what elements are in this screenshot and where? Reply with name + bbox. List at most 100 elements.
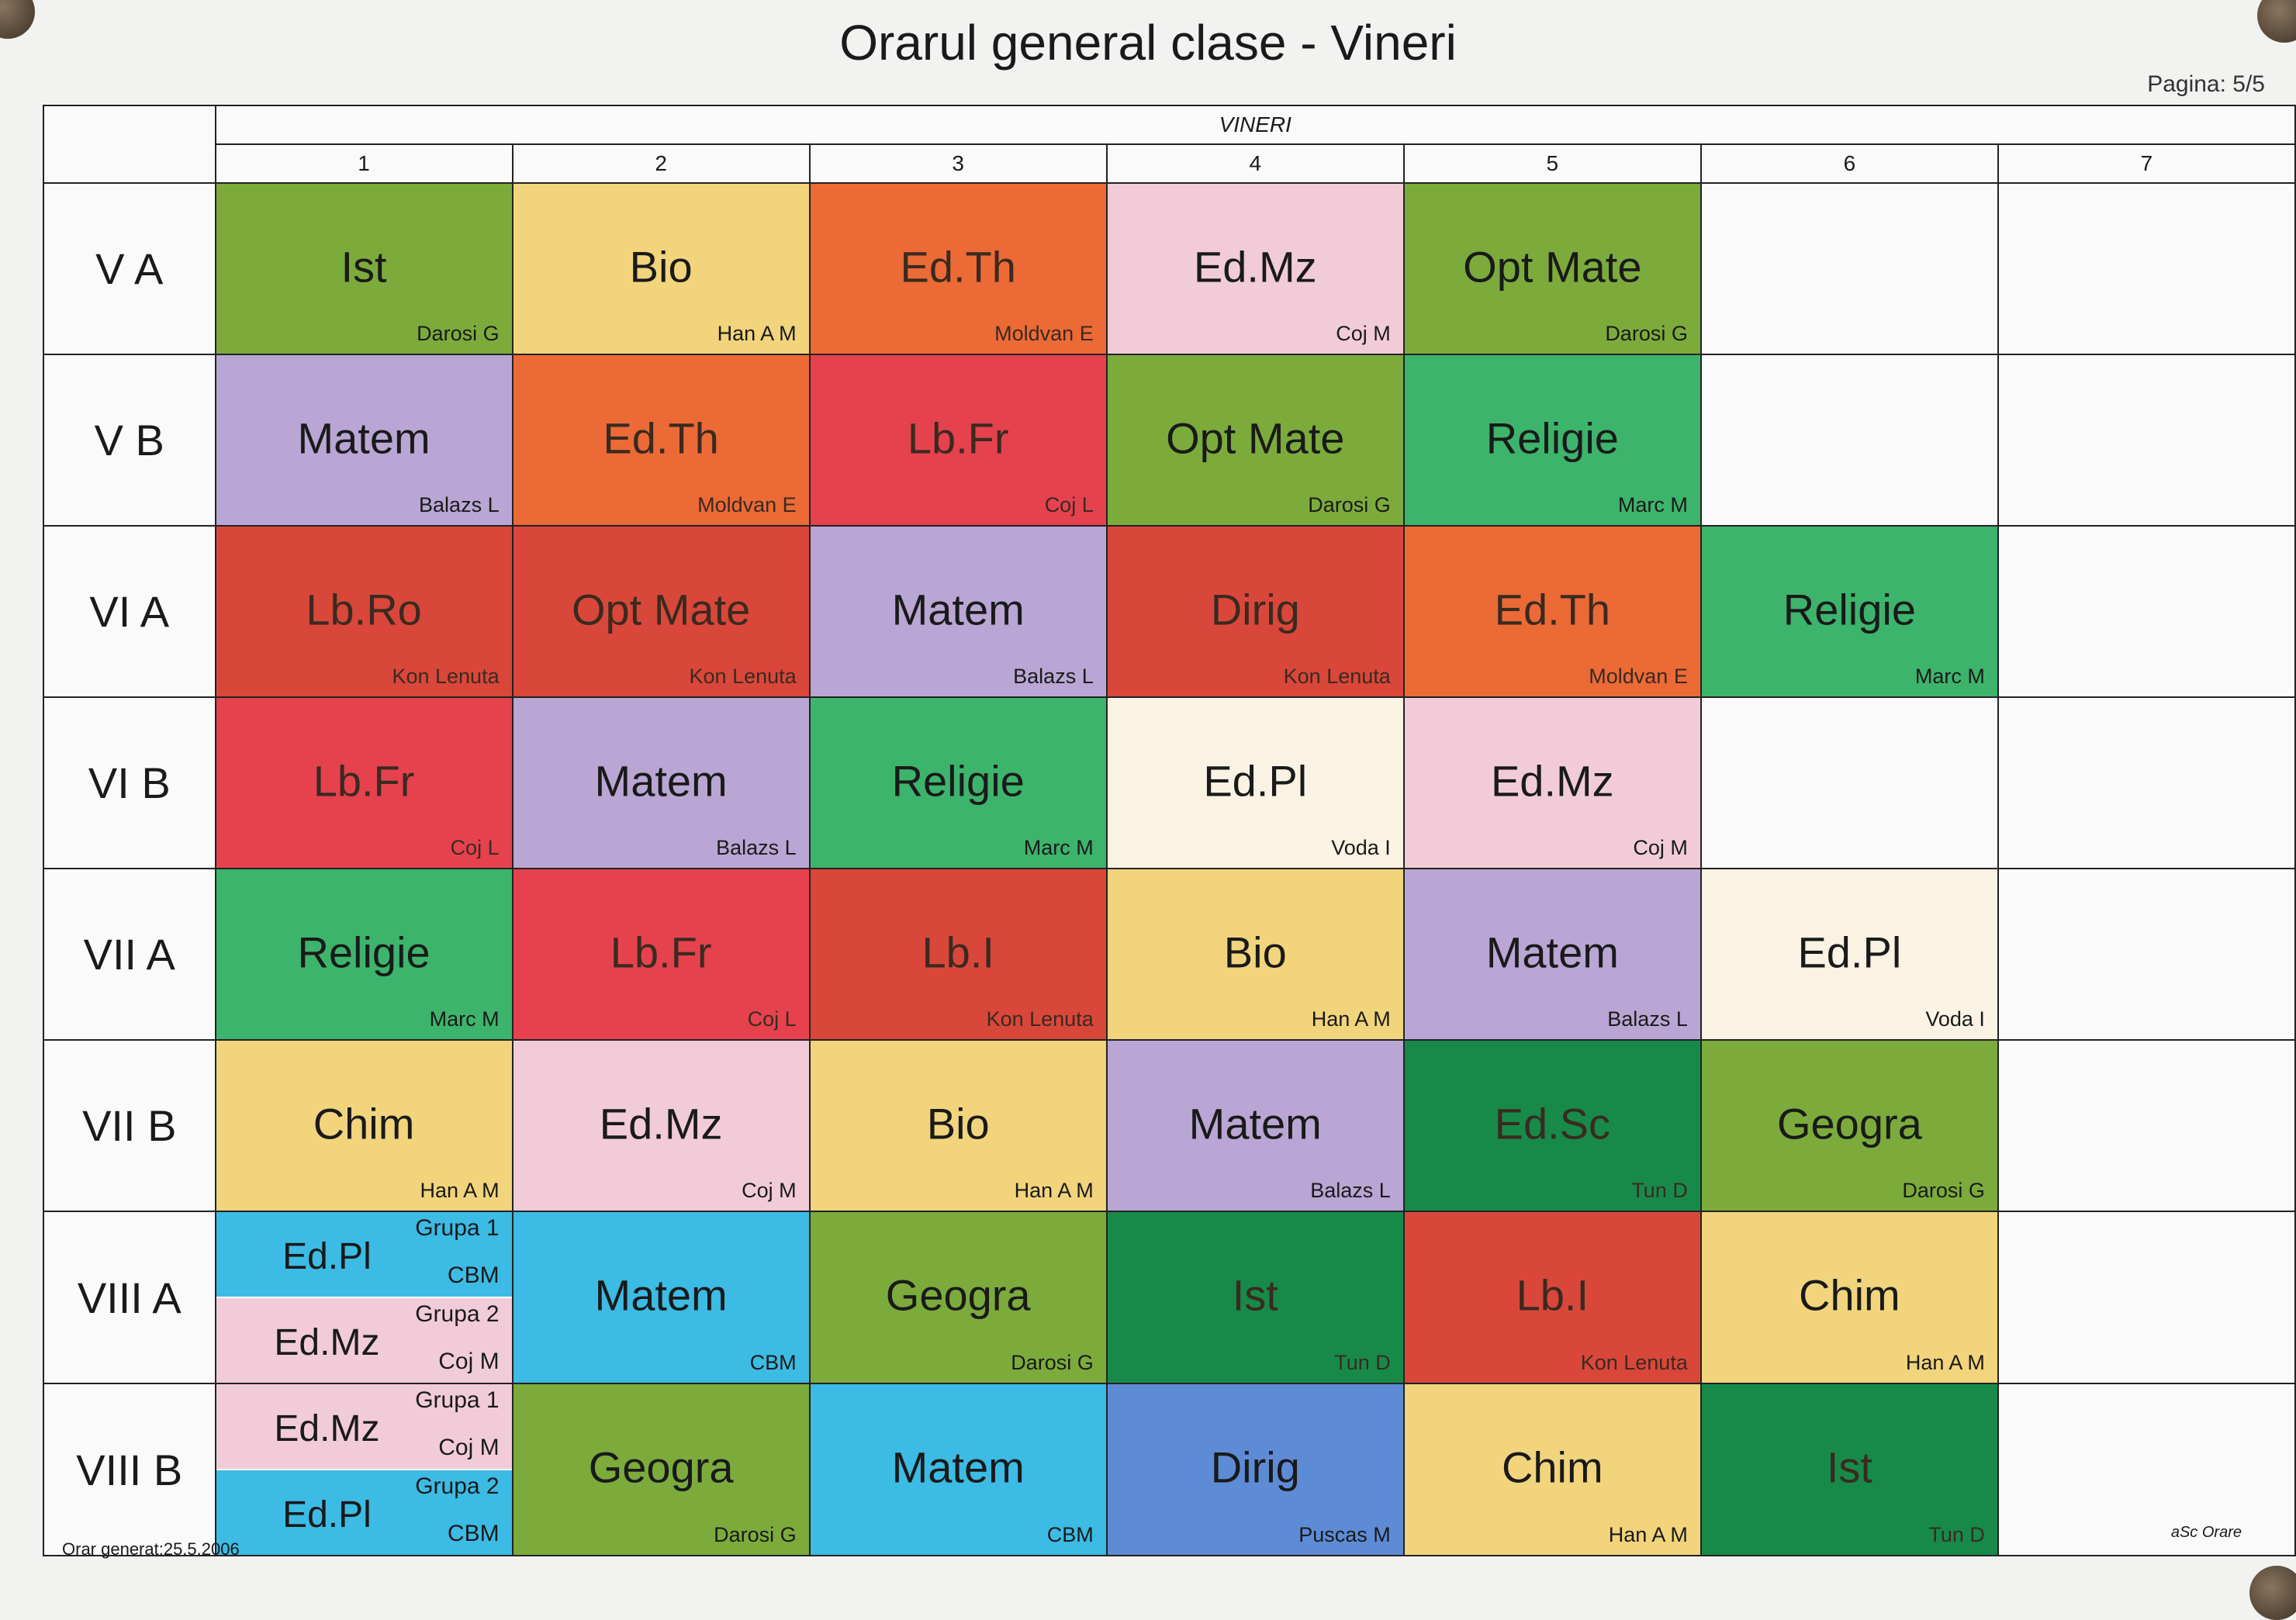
lesson-cell: Geogra Darosi G [1700,1039,1999,1212]
teacher-name: Balazs L [419,493,500,516]
teacher-name: Marc M [1914,665,1985,688]
empty-cell [1700,354,1999,527]
group-lesson: Ed.Mz Grupa 2 Coj M [216,1297,512,1383]
subject-name: Geogra [885,1270,1031,1320]
teacher-name: Balazs L [1607,1007,1688,1031]
lesson-cell: Matem Balazs L [1402,868,1702,1041]
group-label: Grupa 2 [415,1301,500,1327]
lesson-cell: Geogra Darosi G [808,1211,1108,1384]
subject-name: Lb.Ro [306,584,422,634]
class-row: VI A Lb.Ro Kon Lenuta Opt Mate Kon Lenuta Mat… [43,525,2296,698]
class-label: VI B [43,696,216,869]
subject-name: Matem [594,755,728,805]
subject-name: Ed.Pl [1203,755,1308,805]
teacher-name: Han A M [1311,1007,1391,1031]
subject-name: Ed.Pl [282,1494,372,1535]
lesson-cell: Lb.Fr Coj L [808,354,1108,527]
lesson-cell: Ist Tun D [1700,1383,1999,1556]
subject-name: Religie [1783,584,1916,634]
teacher-name: Tun D [1631,1179,1688,1202]
lesson-cell: Chim Han A M [1700,1211,1999,1384]
teacher-name: Moldvan E [697,493,797,516]
lesson-cell: Lb.Fr Coj L [511,868,811,1041]
teacher-name: Kon Lenuta [1283,665,1391,688]
subject-name: Opt Mate [1463,241,1642,291]
group-label: Grupa 1 [415,1215,500,1241]
period-header: 6 [1700,143,1999,184]
lesson-cell: Bio Han A M [511,182,811,355]
teacher-name: Marc M [429,1007,500,1031]
lesson-cell: Chim Han A M [1402,1383,1702,1556]
subject-name: Ed.Pl [282,1235,372,1277]
group-label: Grupa 1 [415,1387,500,1413]
lesson-cell: Lb.Fr Coj L [214,696,513,869]
teacher-name: Balazs L [716,836,797,859]
subject-name: Ist [1826,1442,1872,1492]
class-label: VI A [43,525,216,698]
teacher-name: Balazs L [1013,665,1094,688]
class-row: V A Ist Darosi G Bio Han A M Ed.Th Moldvan E Ed… [43,182,2296,355]
empty-cell [1700,182,1999,355]
period-header: 5 [1402,143,1702,184]
teacher-name: CBM [447,1262,500,1288]
empty-cell [1997,354,2296,527]
period-header: 2 [511,143,811,184]
class-label: VII A [43,868,216,1041]
teacher-name: Darosi G [1308,493,1391,516]
generated-date: Orar generat:25.5.2006 [62,1539,240,1559]
lesson-cell: Ed.Pl Voda I [1700,868,1999,1041]
class-label: V B [43,354,216,527]
empty-cell [1997,1039,2296,1212]
class-label: VII B [43,1039,216,1212]
subject-name: Lb.I [922,927,994,976]
lesson-cell: Geogra Darosi G [511,1383,811,1556]
empty-cell [1700,696,1999,869]
teacher-name: Puscas M [1298,1523,1391,1546]
subject-name: Ed.Th [900,241,1016,291]
subject-name: Religie [891,755,1025,805]
teacher-name: Moldvan E [994,322,1094,345]
lesson-cell: Ist Tun D [1105,1211,1405,1384]
teacher-name: Marc M [1617,493,1688,516]
subject-name: Ed.Sc [1494,1098,1611,1148]
lesson-cell: Opt Mate Darosi G [1402,182,1702,355]
subject-name: Opt Mate [1166,413,1345,462]
teacher-name: Darosi G [714,1523,797,1546]
subject-name: Ist [1232,1270,1278,1320]
teacher-name: Coj M [438,1349,500,1374]
class-label: VIII A [43,1211,216,1384]
lesson-cell: Religie Marc M [1700,525,1999,698]
teacher-name: Coj M [1633,836,1688,859]
class-row: VII A Religie Marc M Lb.Fr Coj L Lb.I Kon Lenu… [43,868,2296,1041]
subject-name: Lb.Fr [907,413,1009,462]
subject-name: Chim [1501,1442,1603,1492]
subject-name: Ed.Mz [274,1408,380,1449]
subject-name: Geogra [1776,1098,1922,1148]
lesson-cell: Ed.Mz Coj M [1402,696,1702,869]
day-header-row: VINERI [43,105,2296,184]
subject-name: Lb.Fr [610,927,712,976]
subject-name: Ed.Mz [1193,241,1317,291]
lesson-cell: Ed.Pl Grupa 1 CBM Ed.Mz Grupa 2 Coj M [214,1211,513,1384]
lesson-cell: Religie Marc M [808,696,1108,869]
subject-name: Dirig [1210,1442,1300,1492]
teacher-name: Marc M [1023,836,1094,859]
teacher-name: CBM [447,1521,500,1546]
teacher-name: CBM [1046,1523,1094,1546]
lesson-cell: Dirig Kon Lenuta [1105,525,1405,698]
subject-name: Dirig [1210,584,1300,634]
teacher-name: Voda I [1331,836,1391,859]
teacher-name: Coj M [1336,322,1391,345]
class-row: VI B Lb.Fr Coj L Matem Balazs L Religie Marc M… [43,696,2296,869]
period-header: 1 [214,143,513,184]
lesson-cell: Matem Balazs L [808,525,1108,698]
teacher-name: Voda I [1925,1007,1985,1031]
class-label: VIII B [43,1383,216,1556]
subject-name: Ed.Th [603,413,719,462]
lesson-cell: Matem CBM [511,1211,811,1384]
lesson-cell: Bio Han A M [1105,868,1405,1041]
class-row: VII B Chim Han A M Ed.Mz Coj M Bio Han A M Mate… [43,1039,2296,1212]
empty-cell [1997,182,2296,355]
subject-name: Chim [1799,1270,1900,1320]
lesson-cell: Ed.Sc Tun D [1402,1039,1702,1212]
